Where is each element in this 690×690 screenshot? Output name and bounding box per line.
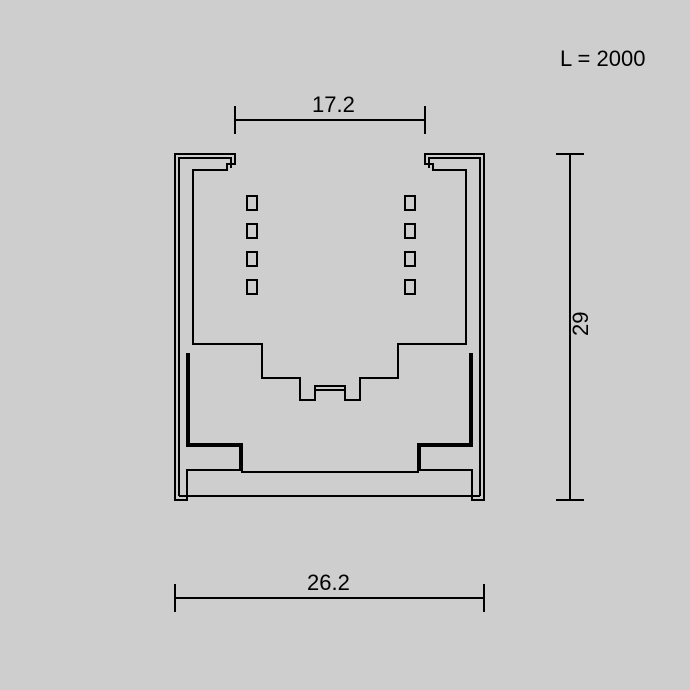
dim-bottom-label: 26.2	[307, 570, 350, 595]
dim-right-label: 29	[568, 312, 593, 336]
rail-notch-0	[247, 280, 257, 294]
dim-top-label: 17.2	[312, 92, 355, 117]
rail-notch-1	[405, 252, 415, 266]
profile-outline	[175, 154, 484, 500]
rail-notch-0	[247, 252, 257, 266]
rail-notch-1	[405, 280, 415, 294]
length-note: L = 2000	[560, 46, 645, 71]
rail-notch-0	[247, 196, 257, 210]
rail-notch-1	[405, 224, 415, 238]
rail-notch-0	[247, 224, 257, 238]
rail-notch-1	[405, 196, 415, 210]
